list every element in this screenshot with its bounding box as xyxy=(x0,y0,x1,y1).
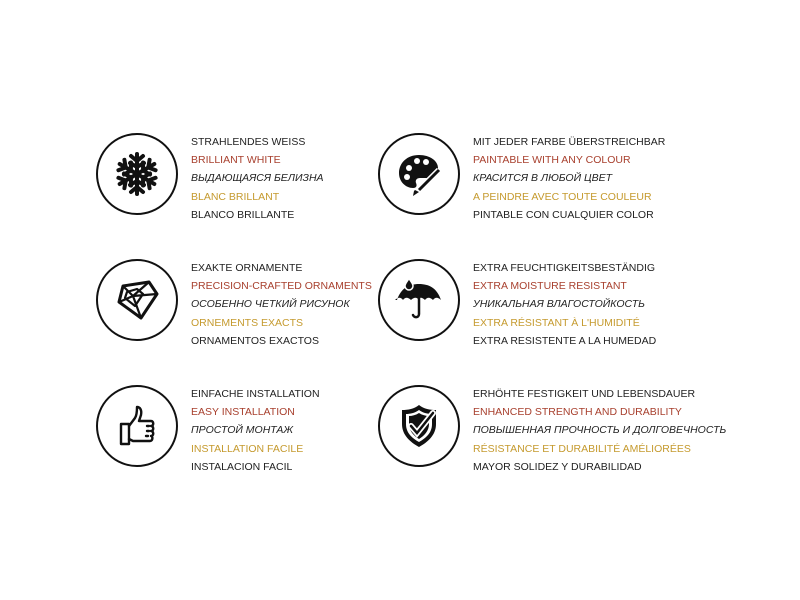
label-russian: УНИКАЛЬНАЯ ВЛАГОСТОЙКОСТЬ xyxy=(473,298,646,311)
label-french: ORNEMENTS EXACTS xyxy=(191,316,304,329)
label-spanish: PINTABLE CON CUALQUIER COLOR xyxy=(473,208,654,221)
feature-brilliant-white: STRAHLENDES WEISS BRILLIANT WHITE ВЫДАЮЩ… xyxy=(96,133,426,233)
label-german: EXAKTE ORNAMENTE xyxy=(191,262,303,274)
label-french: RÉSISTANCE ET DURABILITÉ AMÉLIORÉES xyxy=(473,442,691,455)
label-german: EINFACHE INSTALLATION xyxy=(191,388,320,400)
label-russian: ПРОСТОЙ МОНТАЖ xyxy=(191,424,293,437)
palette-icon xyxy=(378,133,460,215)
feature-moisture-resistant: EXTRA FEUCHTIGKEITSBESTÄNDIG EXTRA MOIST… xyxy=(378,259,708,359)
label-english: EASY INSTALLATION xyxy=(191,406,295,419)
label-russian: ВЫДАЮЩАЯСЯ БЕЛИЗНА xyxy=(191,172,324,185)
label-spanish: MAYOR SOLIDEZ Y DURABILIDAD xyxy=(473,460,642,473)
label-english: PRECISION-CRAFTED ORNAMENTS xyxy=(191,280,372,293)
label-german: STRAHLENDES WEISS xyxy=(191,136,306,148)
diamond-icon xyxy=(96,259,178,341)
snowflake-icon xyxy=(96,133,178,215)
feature-enhanced-strength: ERHÖHTE FESTIGKEIT UND LEBENSDAUER ENHAN… xyxy=(378,385,726,485)
feature-precision-ornaments: EXAKTE ORNAMENTE PRECISION-CRAFTED ORNAM… xyxy=(96,259,426,359)
feature-easy-installation: EINFACHE INSTALLATION EASY INSTALLATION … xyxy=(96,385,426,485)
label-russian: ОСОБЕННО ЧЕТКИЙ РИСУНОК xyxy=(191,298,350,311)
label-french: INSTALLATION FACILE xyxy=(191,442,304,455)
label-french: EXTRA RÉSISTANT À L'HUMIDITÉ xyxy=(473,316,640,329)
label-german: MIT JEDER FARBE ÜBERSTREICHBAR xyxy=(473,136,666,148)
label-english: ENHANCED STRENGTH AND DURABILITY xyxy=(473,406,682,419)
label-spanish: EXTRA RESISTENTE A LA HUMEDAD xyxy=(473,334,657,347)
label-english: EXTRA MOISTURE RESISTANT xyxy=(473,280,627,293)
label-russian: ПОВЫШЕННАЯ ПРОЧНОСТЬ И ДОЛГОВЕЧНОСТЬ xyxy=(473,424,727,437)
label-german: EXTRA FEUCHTIGKEITSBESTÄNDIG xyxy=(473,262,656,274)
label-spanish: INSTALACION FACIL xyxy=(191,460,293,473)
label-french: BLANC BRILLANT xyxy=(191,190,280,203)
thumbs-up-icon xyxy=(96,385,178,467)
label-french: A PEINDRE AVEC TOUTE COULEUR xyxy=(473,190,652,203)
label-english: BRILLIANT WHITE xyxy=(191,154,281,167)
shield-check-icon xyxy=(378,385,460,467)
label-spanish: BLANCO BRILLANTE xyxy=(191,208,295,221)
umbrella-icon xyxy=(378,259,460,341)
label-spanish: ORNAMENTOS EXACTOS xyxy=(191,334,319,347)
feature-paintable: MIT JEDER FARBE ÜBERSTREICHBAR PAINTABLE… xyxy=(378,133,708,233)
label-english: PAINTABLE WITH ANY COLOUR xyxy=(473,154,631,167)
label-russian: КРАСИТСЯ В ЛЮБОЙ ЦВЕТ xyxy=(473,172,613,185)
label-german: ERHÖHTE FESTIGKEIT UND LEBENSDAUER xyxy=(473,388,696,400)
